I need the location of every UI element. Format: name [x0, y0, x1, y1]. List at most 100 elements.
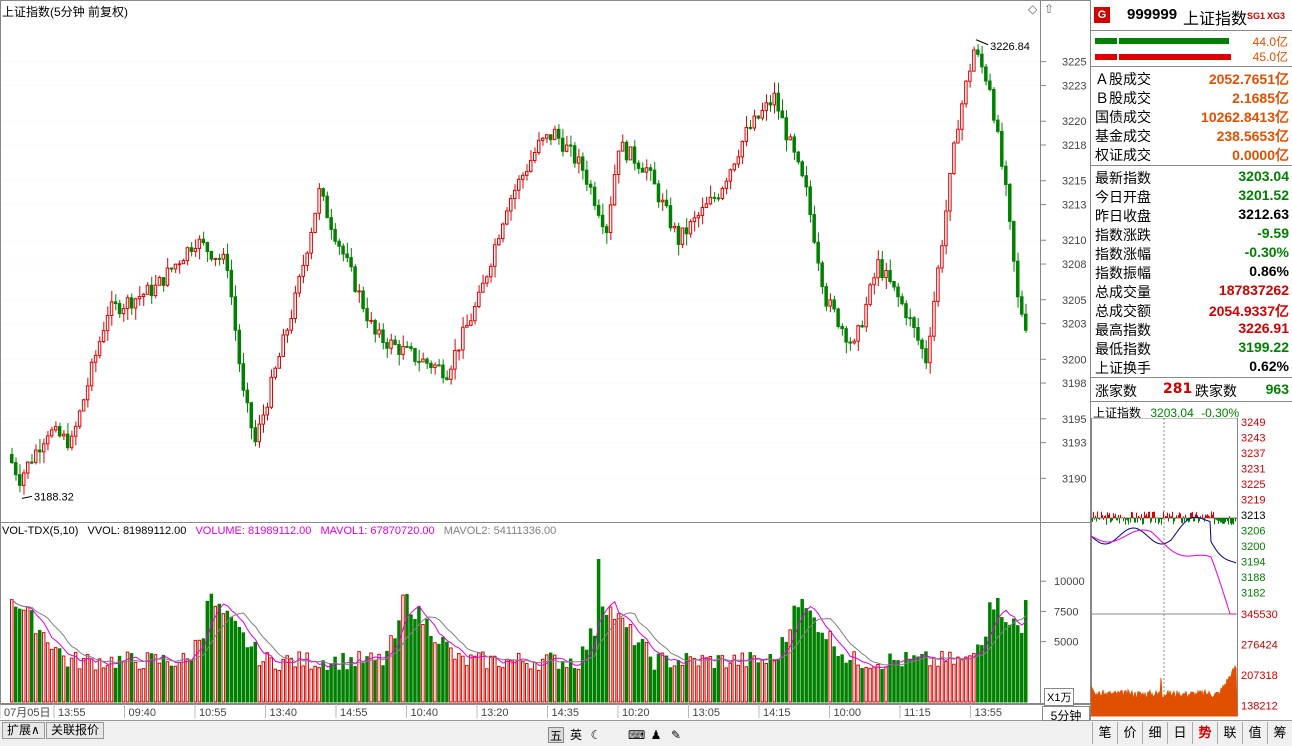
related-quote-tab[interactable]: 关联报价 [46, 722, 105, 739]
candle-body [744, 126, 749, 142]
g-badge-icon[interactable]: G [1094, 7, 1110, 23]
time-axis-label: 11:15 [904, 707, 931, 719]
volume-bar [712, 668, 717, 703]
moon-icon[interactable]: ☾ [590, 728, 602, 742]
volume-bar [896, 660, 900, 703]
volume-bar [217, 603, 222, 703]
up-arrow-icon[interactable]: ⇧ [1044, 2, 1055, 16]
volume-bar [93, 669, 98, 703]
sg-badge[interactable]: SG1 [1247, 11, 1266, 21]
volume-bar [241, 632, 246, 703]
user-icon[interactable]: ♟ [650, 728, 662, 742]
volume-bar [517, 652, 521, 703]
volume-bar [13, 606, 18, 703]
right-tab-3[interactable]: 日 [1167, 722, 1192, 744]
volume-bar [844, 662, 848, 703]
mini-vol-label: 276424 [1241, 640, 1278, 652]
up-count: 281 [1163, 381, 1193, 397]
right-tab-7[interactable]: 筹 [1267, 722, 1292, 744]
volume-bar [668, 667, 673, 703]
volume-bar [125, 651, 130, 703]
right-tab-6[interactable]: 值 [1242, 722, 1267, 744]
wubi-input-icon[interactable]: 五 [548, 727, 564, 743]
candle-body [680, 227, 685, 245]
candle-body [481, 282, 485, 293]
mini-volume-area [1091, 664, 1238, 717]
low-price-label: 3188.32 [34, 491, 74, 503]
candle-body [297, 275, 301, 294]
volume-bar [129, 653, 134, 703]
price-axis-label: 3213 [1062, 200, 1086, 212]
candle-body [784, 117, 788, 141]
candle-body [884, 269, 888, 279]
candle-body [964, 80, 968, 105]
tool-icon[interactable]: ✎ [670, 728, 682, 742]
volume-bar [257, 665, 262, 703]
volume-bar [744, 666, 749, 703]
candle-body [876, 259, 880, 279]
volume-bar [265, 652, 269, 703]
volume-bar [485, 668, 489, 703]
kline-chart-svg[interactable]: 3225 3223 3220 3218 3215 3213 3210 3208 3205 3203… [0, 0, 1092, 720]
xg-badge[interactable]: XG3 [1267, 11, 1286, 21]
intraday-mini-chart[interactable]: 3249 3243 3237 3231 3225 3219 3213 3206 3200 3194… [1091, 418, 1292, 718]
keyboard-icon[interactable]: ⌨ [628, 728, 646, 742]
candle-body [916, 327, 920, 341]
stat-label: 最高指数 [1095, 323, 1151, 339]
volume-bar [173, 665, 178, 703]
right-tab-5[interactable]: 联 [1217, 722, 1242, 744]
right-tab-0[interactable]: 笔 [1092, 722, 1117, 744]
period-label[interactable]: 5分钟 [1042, 706, 1090, 723]
candle-body [497, 238, 501, 246]
stat-label: 总成交额 [1095, 304, 1151, 320]
right-tab-4[interactable]: 势 [1192, 722, 1217, 744]
candle-body [832, 299, 836, 310]
volume-bar [808, 610, 812, 703]
stat-value: 0.86% [1249, 263, 1289, 279]
right-tab-1[interactable]: 价 [1117, 722, 1142, 744]
price-axis-label: 3190 [1062, 473, 1086, 485]
volume-bar [624, 627, 629, 703]
candle-body [828, 299, 832, 307]
candle-body [341, 245, 345, 255]
candle-body [580, 156, 585, 171]
expand-tab[interactable]: 扩展∧ [2, 722, 45, 739]
candle-body [389, 339, 393, 349]
candle-body [145, 284, 150, 295]
diamond-icon[interactable]: ◇ [1028, 2, 1038, 16]
candle-body [612, 174, 617, 206]
stat-label: 今日开盘 [1095, 190, 1151, 206]
candle-body [321, 188, 325, 197]
candle-body [844, 328, 848, 343]
volume-bar [888, 653, 892, 703]
turnover-value: 0.0000亿 [1232, 147, 1289, 163]
volume-bar [453, 658, 457, 703]
candle-body [576, 156, 581, 164]
candle-body [233, 296, 238, 331]
candle-body [732, 163, 737, 171]
stat-value: 0.62% [1249, 358, 1289, 374]
candle-body [177, 263, 182, 266]
volume-bar [560, 661, 565, 703]
price-axis-label: 3218 [1062, 140, 1086, 152]
candle-body [968, 70, 972, 82]
volume-bar [469, 654, 473, 703]
mini-vol-label: 345530 [1241, 609, 1278, 621]
kline-chart-panel[interactable]: 3225 3223 3220 3218 3215 3213 3210 3208 3205 3203… [0, 0, 1092, 720]
volume-bar [672, 665, 677, 703]
volume-bar [89, 658, 94, 703]
mini-price-label: 3188 [1241, 572, 1265, 584]
volume-bar [884, 666, 888, 703]
candle-body [109, 301, 114, 316]
stat-row: 昨日收盘 3212.63 [1091, 206, 1292, 225]
english-input-icon[interactable]: 英 [569, 728, 582, 742]
volume-bar [97, 658, 102, 703]
volume-bar [337, 669, 341, 703]
volume-bar [377, 653, 381, 703]
candle-body [1012, 220, 1016, 262]
volume-bar [397, 620, 401, 703]
candle-body [1008, 183, 1012, 222]
candle-body [564, 144, 569, 152]
candle-body [684, 227, 689, 235]
right-tab-2[interactable]: 细 [1142, 722, 1167, 744]
